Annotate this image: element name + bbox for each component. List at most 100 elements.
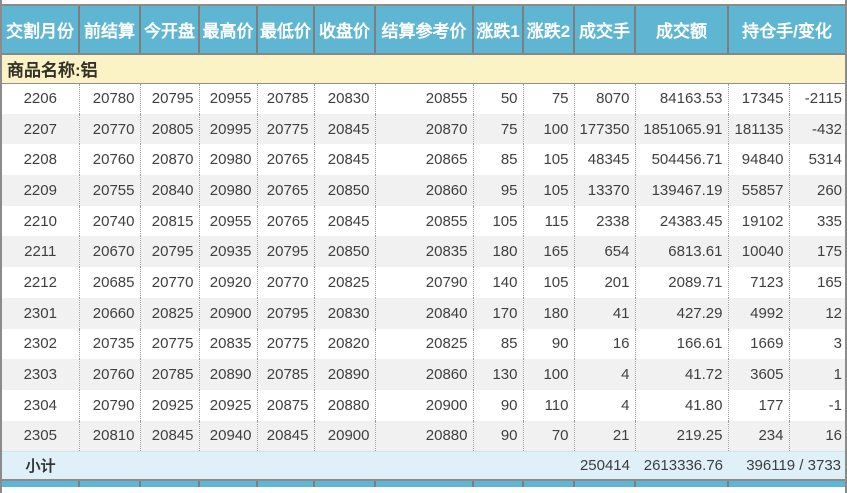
table-cell: 21 — [574, 420, 636, 452]
table-cell: 20785 — [257, 359, 315, 390]
table-row: 2303 20760 20785 20890 20785 20890 20860 130 100… — [2, 359, 846, 390]
next-table-header-cutoff-strip — [2, 480, 846, 488]
table-cell: 20955 — [199, 205, 258, 237]
table-cell: 219.25 — [635, 420, 729, 452]
table-cell: -432 — [789, 113, 846, 145]
table-cell: 180 — [473, 236, 524, 268]
table-cell: 20870 — [375, 113, 474, 145]
table-cell: 50 — [473, 83, 524, 114]
table-cell: 20775 — [140, 328, 200, 360]
table-cell: 1 — [789, 359, 846, 390]
empty-cell — [140, 450, 199, 482]
col-header-prev-settlement: 前结算 — [78, 6, 140, 55]
col-header-turnover: 成交额 — [634, 6, 728, 55]
table-cell: 4 — [574, 389, 636, 421]
table-cell: 260 — [789, 175, 846, 206]
table-cell: 20685 — [79, 267, 141, 298]
table-cell: -2115 — [789, 83, 846, 114]
strip-cell — [573, 480, 635, 488]
table-cell: 20755 — [79, 175, 141, 206]
table-cell: 20865 — [375, 144, 474, 176]
table-cell: 20850 — [314, 175, 376, 206]
table-cell: 2304 — [2, 389, 80, 421]
col-header-delivery-month: 交割月份 — [2, 6, 79, 55]
table-cell: -1 — [789, 389, 846, 421]
table-cell: 2338 — [574, 205, 636, 237]
strip-cell — [313, 480, 375, 488]
empty-cell — [375, 450, 473, 482]
table-cell: 20760 — [79, 144, 141, 176]
table-cell: 16 — [574, 328, 636, 360]
subtotal-label: 小计 — [2, 450, 79, 482]
table-cell: 6813.61 — [635, 236, 729, 268]
empty-cell — [314, 450, 375, 482]
table-cell: 20820 — [314, 328, 376, 360]
table-row: 2209 20755 20840 20980 20765 20850 20860 95 105 1… — [2, 175, 846, 206]
col-header-settlement-ref: 结算参考价 — [374, 6, 473, 55]
table-cell: 20770 — [79, 113, 141, 145]
table-row: 2301 20660 20825 20900 20795 20830 20840 170 180… — [2, 297, 846, 329]
product-name-label: 商品名称:铝 — [2, 54, 846, 84]
table-cell: 95 — [473, 175, 524, 206]
table-cell: 20815 — [140, 205, 200, 237]
table-cell: 84163.53 — [635, 83, 729, 114]
table-cell: 177 — [728, 389, 790, 421]
table-cell: 20770 — [257, 267, 315, 298]
table-cell: 20860 — [375, 175, 474, 206]
strip-cell — [78, 480, 140, 488]
table-row: 2207 20770 20805 20995 20775 20845 20870 75 100 1… — [2, 113, 846, 145]
table-cell: 4 — [574, 359, 636, 390]
table-cell: 20880 — [375, 420, 474, 452]
strip-cell — [472, 480, 523, 488]
col-header-change1: 涨跌1 — [472, 6, 523, 55]
table-cell: 20760 — [79, 359, 141, 390]
table-cell: 20660 — [79, 297, 141, 329]
table-cell: 94840 — [728, 144, 790, 176]
empty-cell — [79, 450, 140, 482]
table-cell: 20925 — [199, 389, 258, 421]
table-cell: 20980 — [199, 175, 258, 206]
table-cell: 20845 — [314, 144, 376, 176]
strip-cell — [2, 480, 79, 488]
table-cell: 1669 — [728, 328, 790, 360]
strip-cell — [726, 480, 846, 488]
empty-cell — [473, 450, 523, 482]
table-cell: 20845 — [314, 205, 376, 237]
table-cell: 20785 — [140, 359, 200, 390]
table-cell: 3 — [789, 328, 846, 360]
table-cell: 2206 — [2, 83, 80, 114]
table-cell: 20770 — [140, 267, 200, 298]
table-cell: 130 — [473, 359, 524, 390]
col-header-open-interest-change: 持仓手/变化 — [726, 6, 846, 55]
table-cell: 48345 — [574, 144, 636, 176]
table-cell: 2211 — [2, 236, 80, 268]
table-cell: 20855 — [375, 83, 474, 114]
table-cell: 90 — [473, 420, 524, 452]
table-cell: 2210 — [2, 205, 80, 237]
table-cell: 20740 — [79, 205, 141, 237]
table-cell: 105 — [523, 144, 575, 176]
table-cell: 20875 — [257, 389, 315, 421]
table-cell: 170 — [473, 297, 524, 329]
col-header-volume: 成交手 — [573, 6, 635, 55]
table-cell: 175 — [789, 236, 846, 268]
table-cell: 13370 — [574, 175, 636, 206]
table-cell: 20890 — [314, 359, 376, 390]
table-cell: 3605 — [728, 359, 790, 390]
empty-cell — [523, 450, 574, 482]
table-row: 2302 20735 20775 20835 20775 20820 20825 85 90 16… — [2, 328, 846, 360]
table-cell: 20840 — [375, 297, 474, 329]
table-cell: 20900 — [199, 297, 258, 329]
table-cell: 20795 — [257, 236, 315, 268]
table-cell: 12 — [789, 297, 846, 329]
table-cell: 20890 — [199, 359, 258, 390]
table-cell: 70 — [523, 420, 575, 452]
table-cell: 2302 — [2, 328, 80, 360]
table-cell: 20825 — [375, 328, 474, 360]
strip-cell — [634, 480, 728, 488]
table-cell: 1851065.91 — [635, 113, 729, 145]
product-name-row: 商品名称:铝 — [2, 54, 846, 84]
table-row: 2304 20790 20925 20925 20875 20880 20900 90 110 4… — [2, 389, 846, 421]
table-cell: 20995 — [199, 113, 258, 145]
table-cell: 20920 — [199, 267, 258, 298]
